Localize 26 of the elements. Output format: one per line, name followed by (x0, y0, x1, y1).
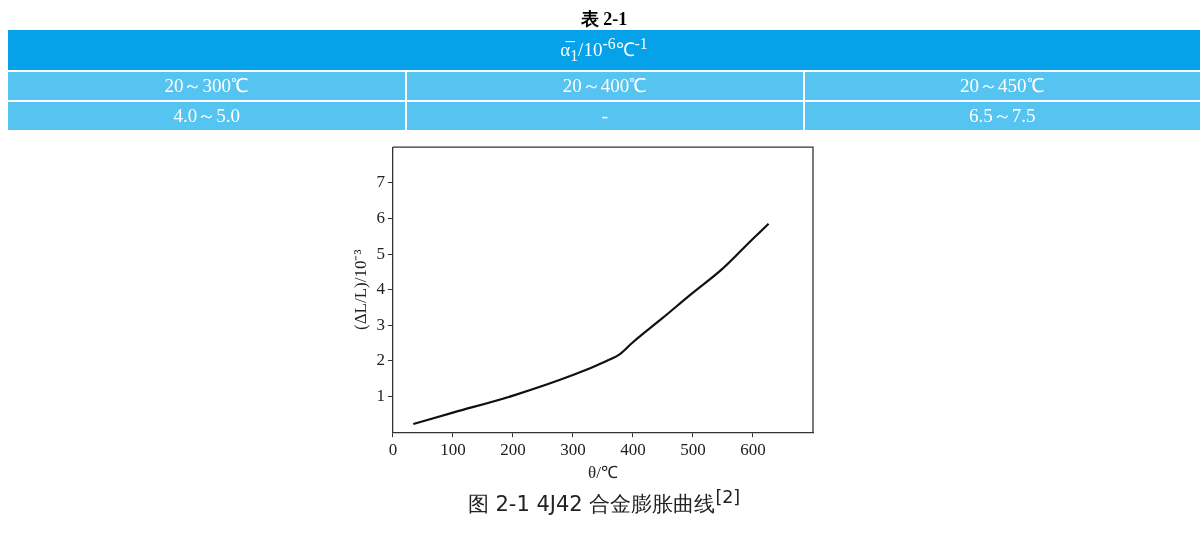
x-tick-label: 400 (620, 439, 646, 459)
text: 20～300℃ (8, 72, 406, 101)
y-tick-label: 2 (376, 350, 385, 370)
text: 6.5～7.5 (802, 102, 1200, 131)
text: 20～400℃ (405, 72, 803, 101)
text: - (405, 102, 803, 131)
x-tick-label: 500 (680, 439, 706, 459)
x-tick-label: 100 (440, 439, 466, 459)
x-tick-label: 0 (388, 439, 398, 459)
y-tick-label: 7 (376, 172, 386, 192)
text: α̅$_{1}$/10$^{-6}$℃$^{-1}$ (8, 30, 1200, 71)
y-tick-label: 5 (376, 243, 385, 263)
y-tick-label: 3 (376, 314, 385, 334)
x-axis-title: θ/℃ (588, 463, 618, 483)
x-tick-label: 200 (500, 439, 526, 459)
text: 4.0～5.0 (8, 102, 406, 131)
line-series (412, 222, 770, 426)
text: 20～450℃ (802, 72, 1200, 101)
x-tick-label: 300 (560, 439, 586, 459)
text: 图 2-1 4J42 合金膨胀曲线$^{[2]}$ (467, 486, 741, 518)
y-tick-label: 6 (376, 208, 385, 228)
text: 表 2-1 (579, 8, 629, 30)
y-tick-label: 4 (376, 279, 386, 299)
x-tick-label: 600 (740, 439, 766, 459)
y-axis-title: (ΔL/L)/10⁻³ (350, 249, 370, 331)
y-tick-label: 1 (376, 386, 385, 406)
